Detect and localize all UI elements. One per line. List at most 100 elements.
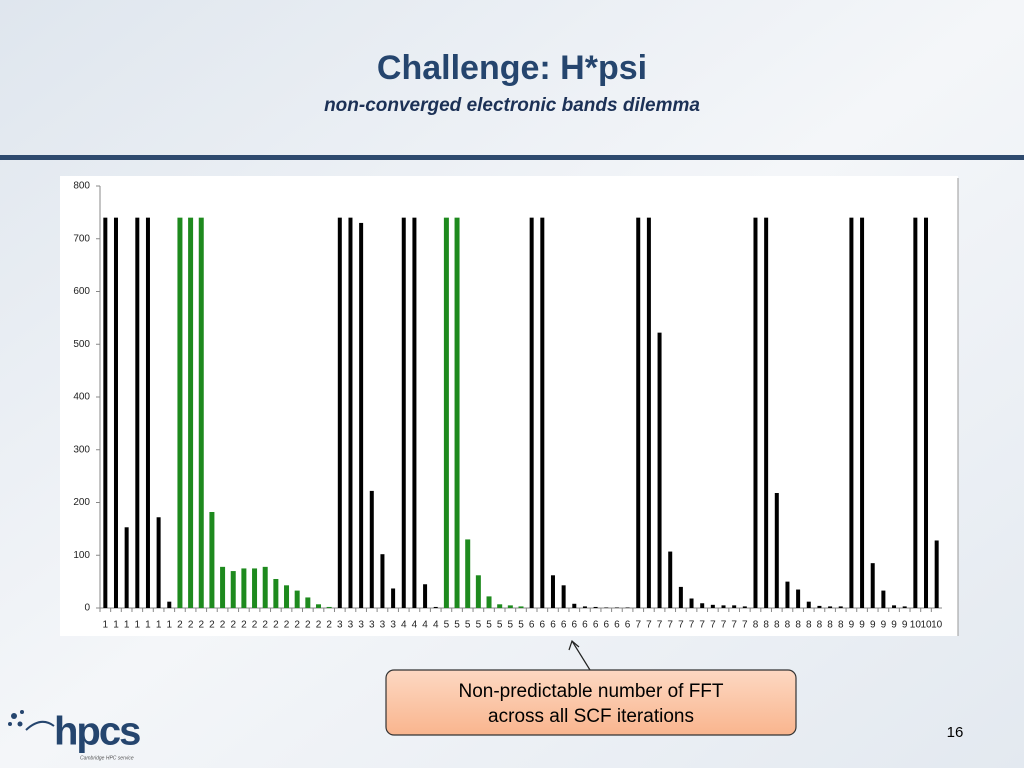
bar xyxy=(326,606,332,608)
bar xyxy=(742,606,747,608)
bar xyxy=(348,217,353,608)
bar xyxy=(188,217,194,608)
x-tick-label: 7 xyxy=(646,620,652,631)
x-tick-label: 10 xyxy=(910,620,922,631)
logo-swoosh xyxy=(25,720,55,731)
logo-dot xyxy=(8,722,12,726)
bar xyxy=(721,605,726,608)
bar xyxy=(732,605,737,608)
bar xyxy=(369,490,374,608)
x-tick-label: 9 xyxy=(881,620,887,631)
bar xyxy=(657,332,662,608)
x-tick-label: 9 xyxy=(859,620,865,631)
bar xyxy=(401,217,406,608)
x-tick-label: 2 xyxy=(241,620,247,631)
x-tick-label: 2 xyxy=(220,620,226,631)
x-tick-label: 4 xyxy=(412,620,418,631)
divider xyxy=(0,155,1024,160)
bar xyxy=(572,603,577,608)
x-tick-label: 5 xyxy=(508,620,514,631)
x-tick-label: 3 xyxy=(390,620,396,631)
logo-dot xyxy=(11,713,17,719)
bar xyxy=(817,605,822,608)
x-tick-label: 7 xyxy=(710,620,716,631)
bar xyxy=(902,606,907,608)
bar xyxy=(838,606,843,608)
bar xyxy=(710,604,715,608)
bar xyxy=(167,601,172,608)
bar xyxy=(849,217,854,608)
slide-title: Challenge: H*psi xyxy=(377,49,647,87)
x-tick-label: 2 xyxy=(326,620,332,631)
bar xyxy=(668,551,673,608)
bar xyxy=(870,563,875,608)
y-tick-label: 800 xyxy=(73,181,90,192)
callout-text: across all SCF iterations xyxy=(488,706,694,727)
logo-tagline: Cambridge HPC service xyxy=(80,755,134,761)
x-tick-label: 8 xyxy=(817,620,823,631)
bar xyxy=(241,568,247,608)
x-tick-label: 7 xyxy=(689,620,695,631)
bar xyxy=(604,607,609,608)
logo-text: hpcs xyxy=(54,710,140,754)
page-number: 16 xyxy=(947,724,964,741)
bar xyxy=(700,603,705,608)
y-tick-label: 700 xyxy=(73,233,90,244)
x-tick-label: 5 xyxy=(486,620,492,631)
bar xyxy=(391,588,396,608)
bar xyxy=(337,217,342,608)
bar xyxy=(678,586,683,608)
x-tick-label: 3 xyxy=(380,620,386,631)
x-tick-label: 8 xyxy=(774,620,780,631)
x-tick-label: 2 xyxy=(252,620,258,631)
bar xyxy=(145,217,150,608)
bar xyxy=(475,575,481,608)
bar xyxy=(892,605,897,608)
bar xyxy=(412,217,417,608)
bar xyxy=(518,606,524,608)
bar xyxy=(785,581,790,608)
x-tick-label: 2 xyxy=(284,620,290,631)
bar xyxy=(252,568,258,608)
bar xyxy=(220,566,226,608)
x-tick-label: 7 xyxy=(699,620,705,631)
x-tick-label: 7 xyxy=(731,620,737,631)
bar xyxy=(636,217,641,608)
x-tick-label: 1 xyxy=(166,620,172,631)
bar xyxy=(305,597,311,608)
x-tick-label: 6 xyxy=(550,620,556,631)
bar xyxy=(273,578,279,608)
x-tick-label: 7 xyxy=(657,620,663,631)
bar xyxy=(135,217,140,608)
y-tick-label: 200 xyxy=(73,497,90,508)
x-tick-label: 1 xyxy=(113,620,119,631)
bar xyxy=(934,540,939,608)
bar xyxy=(103,217,108,608)
bar xyxy=(550,575,555,608)
x-tick-label: 6 xyxy=(572,620,578,631)
x-tick-label: 2 xyxy=(262,620,268,631)
x-tick-label: 2 xyxy=(273,620,279,631)
logo-dot xyxy=(20,710,24,714)
x-tick-label: 2 xyxy=(188,620,194,631)
x-tick-label: 5 xyxy=(497,620,503,631)
x-tick-label: 6 xyxy=(529,620,535,631)
bar xyxy=(796,589,801,608)
x-tick-label: 3 xyxy=(369,620,375,631)
x-tick-label: 3 xyxy=(358,620,364,631)
bar xyxy=(774,493,779,608)
x-tick-label: 2 xyxy=(316,620,322,631)
bar xyxy=(124,527,129,608)
x-tick-label: 8 xyxy=(838,620,844,631)
y-tick-label: 100 xyxy=(73,550,90,561)
x-tick-label: 8 xyxy=(806,620,812,631)
x-tick-label: 8 xyxy=(795,620,801,631)
bar xyxy=(156,517,161,608)
y-tick-label: 300 xyxy=(73,444,90,455)
x-tick-label: 5 xyxy=(518,620,524,631)
x-tick-label: 3 xyxy=(337,620,343,631)
x-tick-label: 7 xyxy=(678,620,684,631)
x-tick-label: 8 xyxy=(827,620,833,631)
x-tick-label: 5 xyxy=(476,620,482,631)
